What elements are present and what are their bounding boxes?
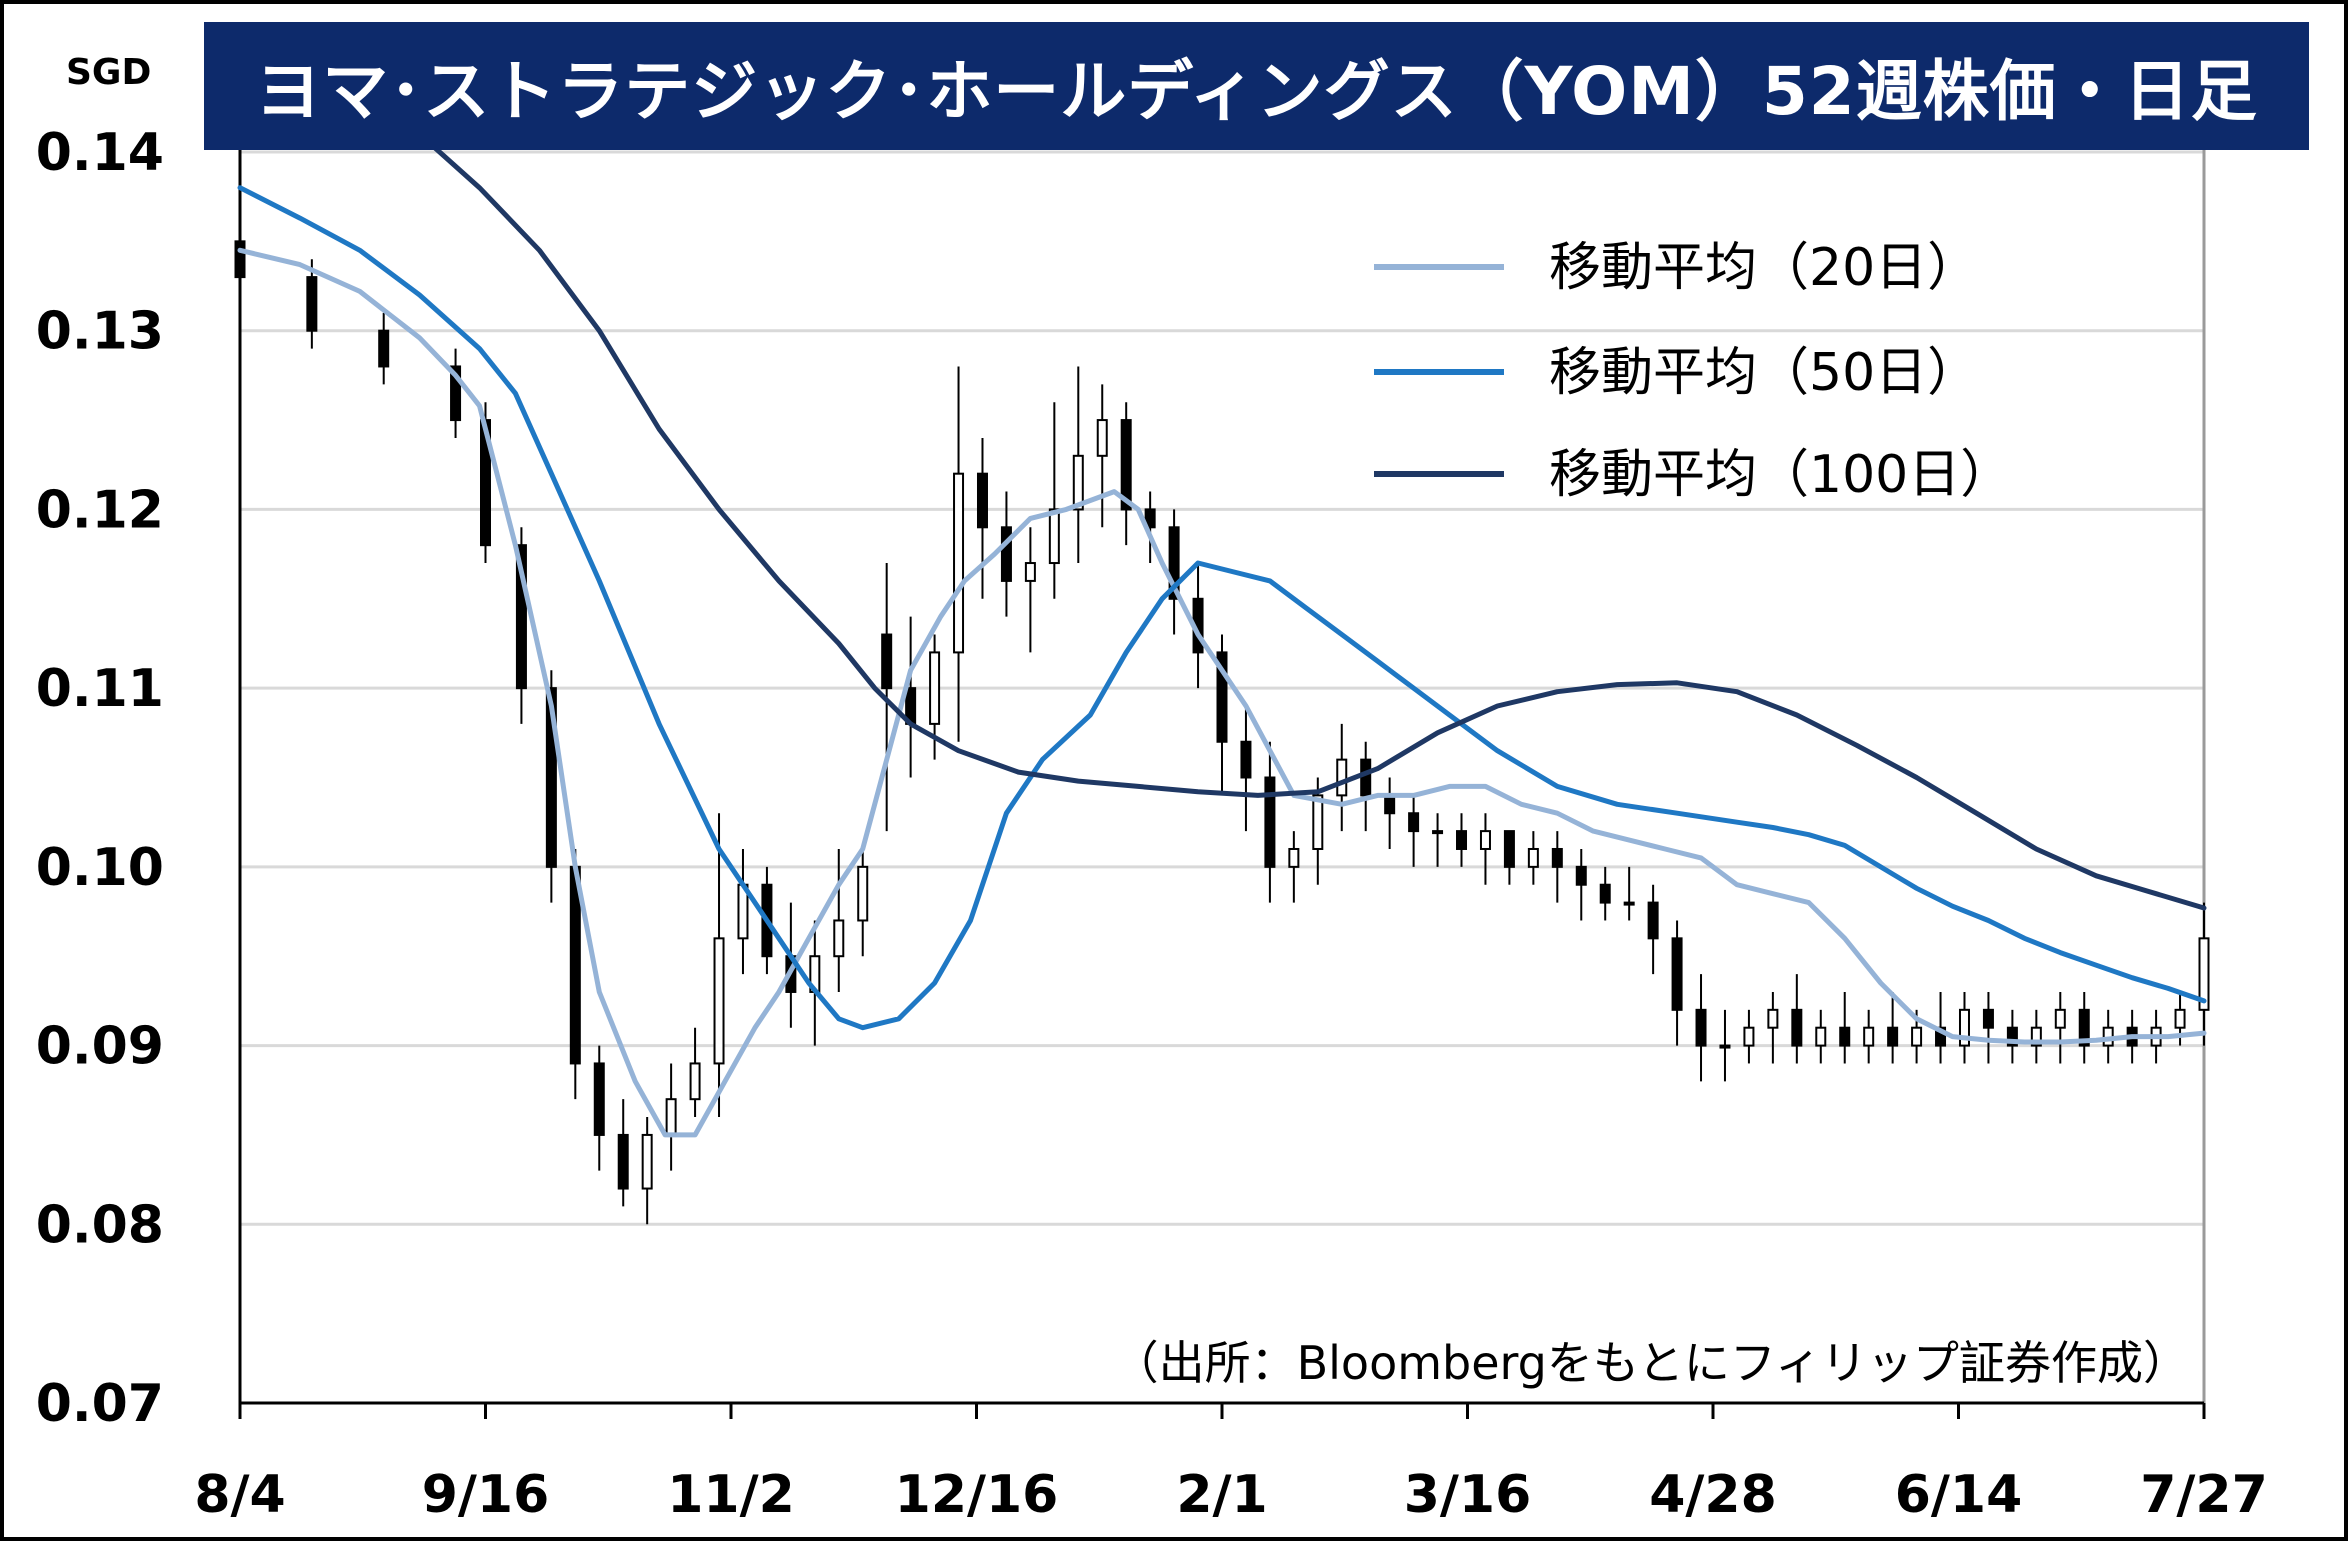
candle-body: [1312, 794, 1324, 850]
candle-body: [1024, 562, 1036, 582]
y-axis-unit: SGD: [66, 52, 152, 93]
y-tick-label: 0.08: [36, 1195, 164, 1255]
candle-body: [1743, 1026, 1755, 1047]
ma20-line: [237, 247, 2207, 1138]
candle-body: [713, 937, 725, 1065]
chart-canvas: 0.14 0.13 0.12 0.11 0.10 0.09 0.08 0.07 8/4 9/16…: [36, 123, 2268, 1525]
candle-body: [2198, 937, 2210, 1011]
x-tick-label: 2/1: [1176, 1465, 1267, 1525]
candle-body: [881, 633, 893, 690]
candle-body: [1935, 1026, 1947, 1047]
candle-body: [2078, 1008, 2090, 1047]
y-tick-label: 0.10: [36, 838, 164, 898]
legend: 移動平均（20日） 移動平均（50日） 移動平均（100日）: [1374, 238, 2012, 505]
candle-body: [1671, 937, 1683, 1011]
candle-body: [1958, 1008, 1970, 1047]
candle-body: [1911, 1026, 1923, 1047]
candle-body: [1264, 776, 1276, 868]
candle-body: [234, 240, 246, 279]
y-tick-label: 0.14: [36, 123, 164, 183]
candle-body: [545, 687, 557, 868]
candle-body: [976, 472, 988, 529]
x-tick-label: 12/16: [895, 1465, 1059, 1525]
y-tick-label: 0.07: [36, 1374, 164, 1434]
x-tick-label: 6/14: [1895, 1465, 2023, 1525]
legend-label: 移動平均（50日）: [1549, 343, 1979, 403]
candle-body: [1000, 526, 1012, 582]
candle-body: [1216, 651, 1228, 743]
y-tick-label: 0.09: [36, 1017, 164, 1077]
candle-body: [1839, 1026, 1851, 1047]
candle-body: [378, 329, 390, 368]
candle-body: [1432, 830, 1444, 835]
candle-body: [1503, 830, 1515, 868]
candle-body: [450, 365, 462, 422]
x-tick-label: 9/16: [422, 1465, 550, 1525]
candle-body: [1384, 794, 1396, 815]
candle-body: [1240, 740, 1252, 779]
candle-body: [1575, 865, 1587, 886]
candle-body: [306, 276, 318, 332]
candle-body: [1815, 1026, 1827, 1047]
candle-body: [1479, 830, 1491, 850]
candle-body: [593, 1062, 605, 1136]
candle-body: [953, 472, 965, 654]
y-tick-label: 0.13: [36, 302, 164, 362]
candle-body: [1360, 758, 1372, 797]
candle-body: [1048, 508, 1060, 565]
candle-body: [2174, 1008, 2186, 1029]
candle-body: [1551, 847, 1563, 868]
x-tick-label: 4/28: [1649, 1465, 1777, 1525]
legend-label: 移動平均（20日）: [1549, 238, 1979, 298]
candle-body: [1599, 883, 1611, 904]
candle-body: [1647, 901, 1659, 940]
candle-body: [2006, 1026, 2018, 1047]
candle-body: [1623, 901, 1635, 906]
candle-body: [857, 865, 869, 922]
candle-body: [689, 1062, 701, 1101]
y-tick-label: 0.12: [36, 480, 164, 540]
ma50-line: [237, 185, 2207, 1031]
candle-body: [1144, 508, 1156, 529]
candle-body: [1408, 812, 1420, 833]
candle-body: [1527, 847, 1539, 868]
candle-body: [641, 1133, 653, 1190]
candle-body: [1120, 419, 1132, 511]
x-tick-labels: 8/4 9/16 11/2 12/16 2/1 3/16 4/28 6/14 7/27: [194, 1465, 2267, 1525]
candle-body: [1096, 419, 1108, 457]
ma100-line: [417, 131, 2207, 911]
candle-body: [1863, 1026, 1875, 1047]
y-tick-label: 0.11: [36, 659, 164, 719]
x-tick-label: 3/16: [1404, 1465, 1532, 1525]
candle-body: [1336, 758, 1348, 797]
candle-body: [2030, 1026, 2042, 1047]
candle-body: [665, 1098, 677, 1136]
candle-body: [1767, 1008, 1779, 1029]
moving-average-lines: [237, 131, 2207, 1138]
candle-body: [929, 651, 941, 725]
x-tick-label: 7/27: [2140, 1465, 2268, 1525]
title-bar: ヨマ･ストラテジック･ホールディングス（YOM）52週株価・日足: [204, 22, 2309, 150]
chart-title: ヨマ･ストラテジック･ホールディングス（YOM）52週株価・日足: [255, 53, 2258, 130]
candle-body: [1288, 847, 1300, 868]
legend-label: 移動平均（100日）: [1549, 445, 2012, 505]
candle-body: [1456, 830, 1468, 850]
candle-body: [2054, 1008, 2066, 1029]
candle-body: [515, 544, 527, 690]
candle-body: [833, 919, 845, 958]
candle-body: [1072, 454, 1084, 511]
source-note: （出所：Bloombergをもとにフィリップ証券作成）: [1113, 1336, 2189, 1390]
y-tick-labels: 0.14 0.13 0.12 0.11 0.10 0.09 0.08 0.07: [36, 123, 164, 1434]
candle-body: [1168, 526, 1180, 600]
candle-body: [1719, 1044, 1731, 1049]
candle-body: [617, 1133, 629, 1190]
x-tick-label: 11/2: [667, 1465, 795, 1525]
candle-body: [1982, 1008, 1994, 1029]
candle-body: [1791, 1008, 1803, 1047]
axes: [238, 148, 2206, 1419]
x-tick-label: 8/4: [194, 1465, 285, 1525]
candle-body: [1887, 1026, 1899, 1047]
candle-body: [1695, 1008, 1707, 1047]
